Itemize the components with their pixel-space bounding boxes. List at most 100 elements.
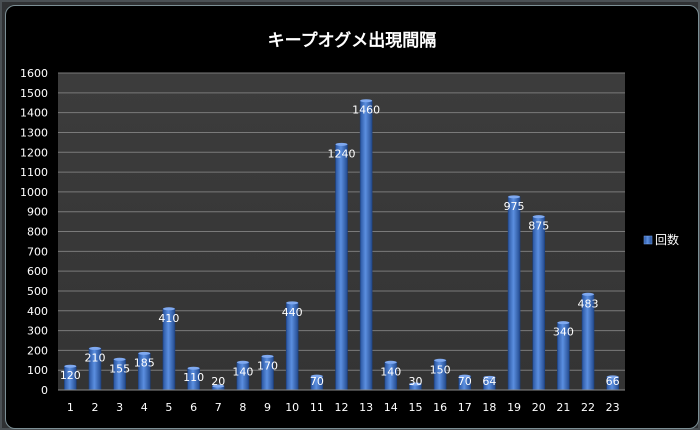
bar-top <box>409 382 422 386</box>
bar-chart: キープオグメ出現間隔 0 100 200 300 400 500 600 700 800 900 1… <box>20 30 679 414</box>
x-tick-label: 21 <box>556 401 570 414</box>
data-label: 155 <box>109 362 130 375</box>
bar-top <box>138 351 151 355</box>
bar-top <box>212 384 225 388</box>
y-tick-label: 700 <box>27 245 48 258</box>
data-label: 410 <box>158 312 179 325</box>
y-tick-label: 1500 <box>20 87 48 100</box>
legend-label: 回数 <box>655 232 679 247</box>
bar-top <box>113 357 126 361</box>
bar-top <box>532 215 545 219</box>
legend: 回数 <box>643 232 679 247</box>
x-tick-label: 8 <box>239 401 246 414</box>
bar-top <box>335 142 348 146</box>
x-tick-label: 11 <box>310 401 324 414</box>
x-tick-label: 3 <box>116 401 123 414</box>
y-tick-label: 400 <box>27 305 48 318</box>
y-tick-label: 500 <box>27 285 48 298</box>
x-tick-label: 2 <box>91 401 98 414</box>
bar-top <box>162 307 175 311</box>
x-tick-label: 17 <box>458 401 472 414</box>
x-tick-label: 4 <box>141 401 148 414</box>
data-label: 440 <box>282 306 303 319</box>
bar-top <box>261 354 274 358</box>
bar-top <box>88 346 101 350</box>
x-tick-label: 6 <box>190 401 197 414</box>
bar-top <box>310 374 323 378</box>
legend-swatch <box>643 235 653 245</box>
y-tick-label: 900 <box>27 206 48 219</box>
data-label: 340 <box>553 326 574 339</box>
data-label: 66 <box>606 375 620 388</box>
x-tick-label: 7 <box>215 401 222 414</box>
bar-top <box>483 375 496 379</box>
y-tick-label: 1400 <box>20 107 48 120</box>
bar-top <box>458 374 471 378</box>
x-tick-label: 18 <box>482 401 496 414</box>
bar-top <box>64 364 77 368</box>
data-label: 30 <box>408 375 422 388</box>
bar-top <box>434 358 447 362</box>
bar[interactable] <box>359 100 373 391</box>
data-label: 170 <box>257 359 278 372</box>
bar[interactable] <box>532 216 546 391</box>
bar-top <box>606 375 619 379</box>
bar-top <box>557 321 570 325</box>
x-tick-label: 16 <box>433 401 447 414</box>
x-tick-label: 19 <box>507 401 521 414</box>
y-tick-label: 1300 <box>20 126 48 139</box>
data-label: 20 <box>211 375 225 388</box>
y-tick-label: 1100 <box>20 166 48 179</box>
y-tick-label: 0 <box>41 384 48 397</box>
x-tick-label: 5 <box>165 401 172 414</box>
x-tick-label: 20 <box>532 401 546 414</box>
data-label: 70 <box>310 375 324 388</box>
x-tick-label: 15 <box>408 401 422 414</box>
bar-top <box>236 360 249 364</box>
data-label: 1460 <box>352 104 380 117</box>
x-tick-label: 13 <box>359 401 373 414</box>
chart-title: キープオグメ出現間隔 <box>268 30 437 51</box>
data-label: 120 <box>60 369 81 382</box>
data-label: 875 <box>528 220 549 233</box>
x-tick-label: 14 <box>384 401 398 414</box>
chart-area[interactable]: キープオグメ出現間隔 0 100 200 300 400 500 600 700 800 900 1… <box>5 5 699 429</box>
y-tick-label: 600 <box>27 265 48 278</box>
data-label: 210 <box>84 351 105 364</box>
bar-top <box>360 99 373 103</box>
data-label: 1240 <box>328 147 356 160</box>
data-label: 150 <box>430 363 451 376</box>
data-label: 110 <box>183 371 204 384</box>
x-tick-label: 10 <box>285 401 299 414</box>
y-tick-label: 800 <box>27 226 48 239</box>
x-tick-label: 1 <box>67 401 74 414</box>
bar-top <box>384 360 397 364</box>
data-label: 483 <box>578 297 599 310</box>
bar-top <box>187 366 200 370</box>
data-label: 185 <box>134 356 155 369</box>
y-tick-label: 200 <box>27 344 48 357</box>
y-tick-label: 1200 <box>20 146 48 159</box>
y-tick-label: 1600 <box>20 67 48 80</box>
data-label: 140 <box>380 365 401 378</box>
y-tick-label: 100 <box>27 364 48 377</box>
bar-top <box>508 195 521 199</box>
data-label: 975 <box>504 200 525 213</box>
y-axis: 0 100 200 300 400 500 600 700 800 900 1000 1100 1200… <box>20 67 48 397</box>
x-tick-label: 22 <box>581 401 595 414</box>
bar-top <box>286 301 299 305</box>
y-tick-label: 1000 <box>20 186 48 199</box>
x-axis: 1 2 3 4 5 6 7 8 9 10 11 12 13 14 15 16 17 18 19 20 21 22 23 <box>58 389 625 414</box>
bar[interactable] <box>507 196 521 391</box>
bar-top <box>582 292 595 296</box>
data-label: 140 <box>232 365 253 378</box>
bar[interactable] <box>335 144 348 391</box>
data-label: 64 <box>482 375 496 388</box>
y-tick-label: 300 <box>27 325 48 338</box>
x-tick-label: 12 <box>335 401 349 414</box>
x-tick-label: 9 <box>264 401 271 414</box>
x-tick-label: 23 <box>606 401 620 414</box>
data-label: 70 <box>458 375 472 388</box>
